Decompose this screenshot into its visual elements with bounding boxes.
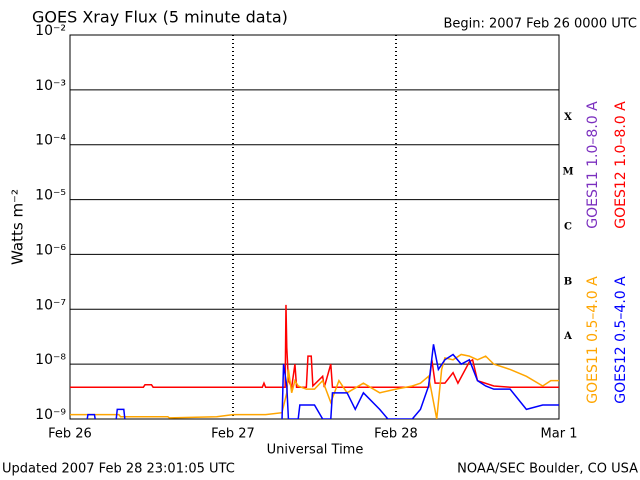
y-axis-label: Watts m⁻² — [9, 189, 27, 265]
legend-entry: GOES12 1.0–8.0 A — [613, 101, 629, 229]
x-tick-label: Feb 26 — [48, 427, 92, 442]
flare-class-label: C — [564, 222, 572, 233]
x-tick-label: Mar 1 — [541, 427, 578, 442]
y-tick-label: 10⁻⁶ — [35, 242, 66, 258]
y-tick-label: 10⁻³ — [35, 78, 66, 94]
y-tick-label: 10⁻⁴ — [35, 133, 66, 149]
x-tick-label: Feb 28 — [374, 427, 418, 442]
legend-entry: GOES12 0.5–4.0 A — [613, 276, 629, 404]
y-tick-label: 10⁻⁹ — [35, 407, 66, 423]
flare-class-label: A — [563, 331, 572, 342]
chart-subtitle: Begin: 2007 Feb 26 0000 UTC — [443, 17, 637, 32]
flare-class-label: X — [564, 112, 572, 123]
y-tick-label: 10⁻² — [35, 23, 66, 39]
legend-entry: GOES11 1.0–8.0 A — [585, 101, 601, 229]
footer-left: Updated 2007 Feb 28 23:01:05 UTC — [2, 462, 235, 477]
y-tick-label: 10⁻⁵ — [35, 188, 66, 204]
chart-title: GOES Xray Flux (5 minute data) — [32, 8, 288, 27]
series-line — [70, 304, 559, 390]
flare-class-label: B — [564, 276, 572, 287]
x-tick-label: Feb 27 — [211, 427, 255, 442]
flare-class-label: M — [562, 167, 573, 178]
y-tick-label: 10⁻⁷ — [35, 297, 66, 313]
plot-area — [70, 304, 559, 419]
y-tick-label: 10⁻⁸ — [35, 352, 66, 368]
series-line — [86, 344, 559, 419]
x-axis-label: Universal Time — [267, 443, 364, 458]
series-line — [70, 353, 559, 419]
footer-right: NOAA/SEC Boulder, CO USA — [457, 462, 638, 477]
legend-entry: GOES11 0.5–4.0 A — [585, 276, 601, 404]
